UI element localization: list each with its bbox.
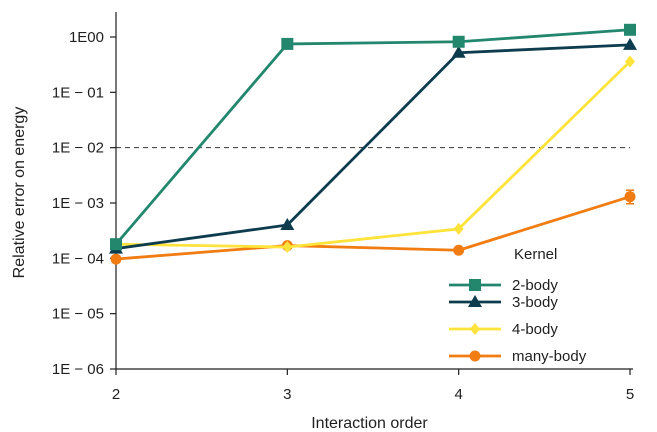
legend-item: 2-body [449, 277, 558, 294]
data-point [625, 55, 635, 68]
series-line [114, 28, 631, 246]
x-axis-title: Interaction order [311, 415, 428, 432]
series-2-body [110, 23, 636, 251]
y-axis-title: Relative error on energy [11, 107, 28, 279]
plot-area [109, 23, 637, 265]
legend-marker [470, 323, 480, 335]
data-point [282, 241, 293, 254]
series-line [115, 195, 631, 261]
legend-item: 4-body [449, 321, 558, 338]
x-tick-label: 3 [283, 386, 291, 403]
legend-item: 3-body [449, 294, 558, 311]
series-line [115, 43, 631, 250]
data-point [623, 37, 637, 50]
legend-label: 4-body [512, 321, 558, 338]
legend-label: 3-body [512, 294, 558, 311]
y-tick-label: 1E − 01 [52, 84, 104, 101]
legend-marker [469, 350, 481, 362]
data-point [110, 253, 122, 265]
data-point [624, 23, 636, 36]
data-point [624, 191, 636, 203]
data-point [453, 244, 465, 256]
series-3-body [109, 37, 637, 254]
series-line [115, 60, 631, 249]
legend-marker [468, 295, 482, 307]
legend-title: Kernel [514, 246, 557, 263]
axes: 1E00 1E − 01 1E − 02 1E − 03 1E − 04 1E − 05 1… [11, 12, 634, 432]
y-tick-label: 1E − 05 [52, 306, 104, 323]
data-point [280, 218, 295, 231]
y-tick-label: 1E − 04 [52, 250, 104, 267]
data-point [281, 37, 294, 50]
y-tick-label: 1E00 [69, 29, 104, 46]
series-4-body [111, 55, 635, 254]
legend-marker [469, 279, 481, 291]
x-tick-label: 2 [112, 386, 120, 403]
y-tick-label: 1E − 02 [52, 140, 104, 157]
y-tick-label: 1E − 03 [52, 195, 104, 212]
y-tick-label: 1E − 06 [52, 361, 104, 378]
x-tick-label: 4 [454, 386, 462, 403]
series-many-body [110, 189, 636, 265]
data-point [451, 45, 466, 58]
legend-label: 2-body [512, 277, 558, 294]
data-point [110, 238, 122, 251]
x-tick-label: 5 [626, 386, 634, 403]
data-point [452, 35, 465, 48]
legend-item: many-body [449, 348, 587, 365]
legend-label: many-body [512, 348, 587, 365]
data-point [453, 222, 464, 235]
